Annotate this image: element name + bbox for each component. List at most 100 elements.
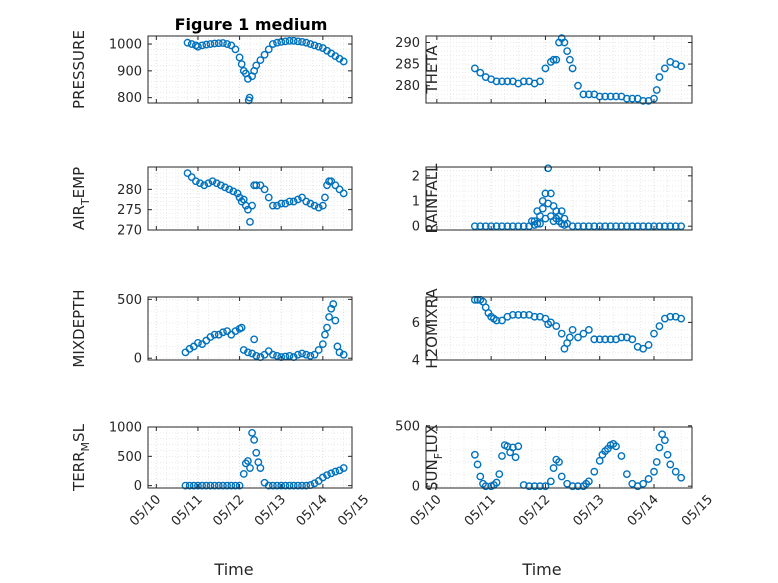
data-point bbox=[660, 64, 669, 73]
data-point bbox=[601, 222, 610, 231]
series-points bbox=[181, 300, 348, 361]
data-point bbox=[223, 481, 232, 490]
data-point bbox=[541, 64, 550, 73]
data-point bbox=[327, 469, 336, 478]
data-point bbox=[546, 477, 555, 486]
data-point bbox=[617, 333, 626, 342]
data-point bbox=[508, 443, 517, 452]
data-point bbox=[612, 92, 620, 101]
data-point bbox=[293, 37, 302, 46]
data-point bbox=[552, 214, 561, 223]
ytick-label: 1000 bbox=[109, 421, 142, 436]
grid bbox=[148, 297, 352, 360]
data-point bbox=[644, 341, 653, 349]
data-point bbox=[268, 201, 277, 210]
grid bbox=[148, 427, 352, 488]
data-point bbox=[206, 40, 215, 48]
data-point bbox=[216, 181, 225, 190]
axes-box bbox=[425, 296, 693, 361]
data-point bbox=[339, 464, 348, 472]
data-point bbox=[476, 472, 485, 481]
xtick-label: 05/13 bbox=[570, 492, 607, 529]
data-point bbox=[198, 41, 207, 50]
data-point bbox=[318, 201, 327, 210]
data-point bbox=[252, 448, 261, 457]
data-point bbox=[660, 436, 669, 445]
data-point bbox=[185, 481, 194, 490]
data-point bbox=[560, 38, 569, 47]
ylabel: AIRTEMP bbox=[70, 167, 92, 230]
data-point bbox=[677, 314, 686, 323]
data-point bbox=[264, 193, 273, 202]
data-point bbox=[639, 344, 648, 353]
data-point bbox=[194, 481, 202, 490]
data-point bbox=[574, 482, 582, 491]
data-point bbox=[248, 201, 256, 210]
xtick-label: 05/11 bbox=[462, 492, 499, 529]
data-point bbox=[590, 335, 599, 344]
data-point bbox=[671, 467, 680, 476]
data-point bbox=[231, 327, 240, 336]
data-point bbox=[481, 222, 490, 231]
ytick-label: 0 bbox=[134, 479, 142, 494]
data-point bbox=[248, 428, 256, 437]
subplot-terr-msl: 0 500 1000 05/10 05/11 05/12 05/13 05/14 05/15 Ti… bbox=[70, 421, 372, 580]
axes-box bbox=[425, 426, 693, 489]
axes-box bbox=[147, 296, 353, 361]
data-point bbox=[470, 64, 479, 73]
ytick-label: 800 bbox=[117, 91, 142, 106]
axes-box bbox=[147, 35, 353, 104]
data-point bbox=[655, 73, 664, 81]
axes-box bbox=[147, 426, 353, 489]
data-point bbox=[277, 199, 286, 208]
subplot-mixdepth: 0 500 MIXDEPTH bbox=[70, 289, 353, 368]
data-point bbox=[595, 335, 604, 344]
data-point bbox=[318, 340, 327, 349]
data-point bbox=[519, 77, 528, 86]
data-point bbox=[281, 199, 290, 208]
xtick-label: 05/10 bbox=[127, 492, 164, 529]
data-point bbox=[335, 185, 344, 194]
data-point bbox=[568, 326, 577, 334]
data-point bbox=[633, 222, 642, 231]
data-point bbox=[546, 189, 555, 198]
series-points bbox=[183, 36, 348, 105]
data-point bbox=[219, 39, 227, 47]
data-point bbox=[530, 482, 539, 491]
data-point bbox=[560, 221, 569, 229]
data-point bbox=[574, 81, 582, 90]
data-point bbox=[574, 333, 582, 342]
series-points bbox=[470, 295, 686, 353]
data-point bbox=[498, 77, 506, 86]
data-point bbox=[666, 460, 675, 469]
data-point bbox=[492, 478, 501, 487]
data-point bbox=[302, 481, 311, 490]
data-point bbox=[329, 300, 338, 308]
data-point bbox=[231, 45, 240, 54]
data-point bbox=[511, 453, 520, 462]
data-point bbox=[536, 219, 544, 228]
data-point bbox=[628, 222, 637, 231]
data-point bbox=[335, 348, 344, 357]
ytick-label: 500 bbox=[395, 419, 420, 434]
data-point bbox=[601, 92, 610, 101]
grid bbox=[148, 167, 352, 230]
data-point bbox=[221, 183, 229, 192]
data-point bbox=[552, 55, 561, 64]
data-point bbox=[298, 349, 306, 358]
data-point bbox=[327, 177, 336, 186]
data-point bbox=[519, 310, 528, 319]
data-point bbox=[552, 322, 561, 331]
xlabel: Time bbox=[521, 560, 561, 579]
series-points bbox=[181, 428, 348, 490]
data-point bbox=[470, 450, 479, 459]
data-point bbox=[285, 36, 294, 45]
data-point bbox=[250, 436, 259, 444]
data-point bbox=[612, 222, 620, 231]
grid bbox=[426, 297, 692, 360]
data-point bbox=[331, 467, 340, 476]
data-point bbox=[579, 329, 588, 338]
ytick-label: 280 bbox=[395, 79, 420, 94]
data-point bbox=[187, 40, 196, 48]
data-point bbox=[498, 452, 506, 460]
